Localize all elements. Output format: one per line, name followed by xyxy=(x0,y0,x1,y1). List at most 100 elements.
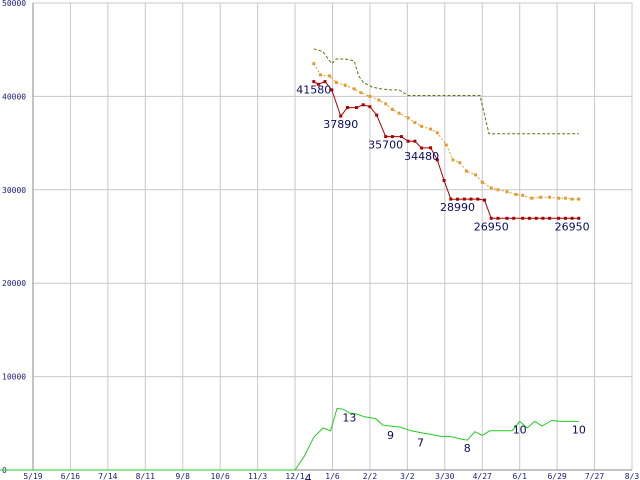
x-tick-label: 8/3 xyxy=(625,472,640,480)
x-tick-label: 11/3 xyxy=(248,472,267,480)
data-label: 26950 xyxy=(555,220,590,233)
data-label: 34480 xyxy=(404,150,439,163)
series-1-point xyxy=(489,216,493,220)
series-2-point xyxy=(319,73,322,77)
series-2-point xyxy=(451,158,455,162)
series-2-point xyxy=(328,74,331,78)
series-1-point xyxy=(312,80,316,84)
series-1-point xyxy=(346,106,349,110)
series-2-point xyxy=(343,83,347,87)
series-1-point xyxy=(361,103,365,107)
y-tick-label: 10000 xyxy=(2,373,26,382)
series-1-point xyxy=(413,139,417,143)
series-2-point xyxy=(384,102,388,106)
series-line-3 xyxy=(313,48,579,135)
series-2-point xyxy=(368,94,372,98)
series-1-point xyxy=(563,216,567,220)
series-2-point xyxy=(577,197,581,201)
x-tick-label: 7/14 xyxy=(98,472,117,480)
data-label: 37890 xyxy=(323,118,358,131)
data-label: 10 xyxy=(572,423,586,436)
series-2-point xyxy=(377,98,381,102)
series-1-point xyxy=(570,216,574,220)
series-1-point xyxy=(323,80,327,84)
y-tick-label: 20000 xyxy=(2,279,26,288)
y-tick-label: 40000 xyxy=(2,92,26,101)
data-label: 10 xyxy=(513,423,527,436)
series-1-point xyxy=(390,135,394,139)
data-label: 41580 xyxy=(296,84,331,97)
series-2-point xyxy=(514,193,518,196)
x-tick-label: 12/1 xyxy=(285,472,304,480)
series-1-point xyxy=(339,114,343,118)
series-1-point xyxy=(435,158,439,162)
series-1-point xyxy=(375,113,379,117)
series-2-point xyxy=(505,190,509,194)
series-2-point xyxy=(530,196,534,200)
series-2-point xyxy=(420,124,424,128)
series-2-point xyxy=(563,196,567,200)
series-layer xyxy=(0,48,581,471)
x-tick-label: 3/2 xyxy=(400,472,415,480)
series-1-point xyxy=(512,216,516,220)
series-1-point xyxy=(496,216,500,220)
series-2-point xyxy=(496,188,500,192)
series-2-point xyxy=(312,62,316,66)
x-tick-label: 7/27 xyxy=(585,472,604,480)
x-tick-label: 9/8 xyxy=(176,472,191,480)
series-1-point xyxy=(534,216,538,220)
data-label: 9 xyxy=(387,429,394,442)
x-tick-label: 6/1 xyxy=(512,472,527,480)
series-2-point xyxy=(406,116,410,120)
series-1-point xyxy=(355,106,358,110)
series-1-point xyxy=(483,198,486,202)
series-1-point xyxy=(541,216,545,220)
series-1-point xyxy=(469,197,473,201)
series-1-point xyxy=(577,216,581,220)
y-tick-label: 30000 xyxy=(2,186,26,195)
series-1-point xyxy=(399,135,403,139)
series-2-point xyxy=(539,195,543,199)
series-1-point xyxy=(548,216,552,220)
series-1-point xyxy=(420,146,424,150)
x-tick-label: 10/6 xyxy=(211,472,230,480)
series-2-point xyxy=(458,161,462,165)
series-1-point xyxy=(368,105,372,109)
data-label: 7 xyxy=(417,437,424,450)
series-1-point xyxy=(476,197,480,201)
x-tick-label: 6/16 xyxy=(61,472,80,480)
data-label: 35700 xyxy=(368,139,403,152)
series-2-point xyxy=(480,180,484,184)
series-2-point xyxy=(435,131,439,135)
x-tick-label: 1/6 xyxy=(325,472,340,480)
y-tick-label: 50000 xyxy=(2,0,26,8)
series-1-point xyxy=(521,216,525,220)
series-2-point xyxy=(359,91,363,95)
data-label: 26950 xyxy=(474,220,509,233)
series-1-point xyxy=(442,179,446,182)
series-2-point xyxy=(489,186,493,190)
series-2-point xyxy=(521,193,525,197)
x-tick-label: 2/2 xyxy=(363,472,378,480)
data-label: 4 xyxy=(305,472,312,480)
data-label: 8 xyxy=(464,442,471,455)
series-2-point xyxy=(429,127,433,131)
series-1-point xyxy=(384,135,388,139)
series-2-point xyxy=(557,196,561,200)
series-2-point xyxy=(444,143,448,147)
series-1-point xyxy=(527,216,531,220)
series-2-point xyxy=(397,111,401,115)
series-2-point xyxy=(465,169,468,173)
x-tick-label: 4/27 xyxy=(473,472,492,480)
x-tick-label: 6/29 xyxy=(547,472,566,480)
series-1-point xyxy=(330,88,334,92)
x-tick-label: 3/30 xyxy=(435,472,454,480)
series-line-4 xyxy=(0,407,579,471)
series-1-point xyxy=(406,139,410,143)
x-tick-label: 8/11 xyxy=(136,472,155,480)
series-1-point xyxy=(316,82,320,86)
